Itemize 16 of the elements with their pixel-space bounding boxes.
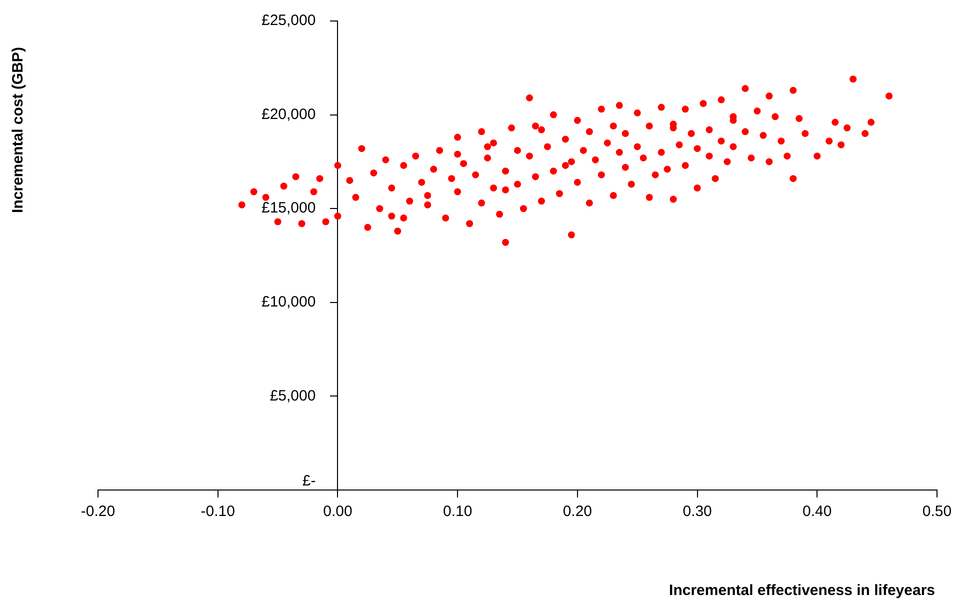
y-tick-label: £15,000 — [261, 200, 316, 217]
y-tick-label: £10,000 — [261, 294, 316, 311]
x-tick-label: 0.20 — [562, 503, 592, 520]
x-tick-label: 0.50 — [922, 503, 952, 520]
x-tick-label: 0.30 — [682, 503, 712, 520]
x-tick-label: 0.40 — [802, 503, 832, 520]
y-tick-label: £5,000 — [270, 387, 316, 404]
y-axis-title: Incremental cost (GBP) — [10, 47, 26, 213]
y-tick-label: £25,000 — [261, 12, 316, 30]
y-tick-label: £20,000 — [261, 106, 316, 123]
x-tick-label: 0.00 — [323, 503, 352, 520]
x-tick-label: 0.10 — [442, 503, 472, 520]
x-tick-label: -0.20 — [80, 503, 116, 520]
x-axis-title: Incremental effectiveness in lifeyears — [669, 582, 935, 599]
y-tick-label: £- — [302, 472, 316, 490]
x-tick-label: -0.10 — [200, 503, 235, 520]
